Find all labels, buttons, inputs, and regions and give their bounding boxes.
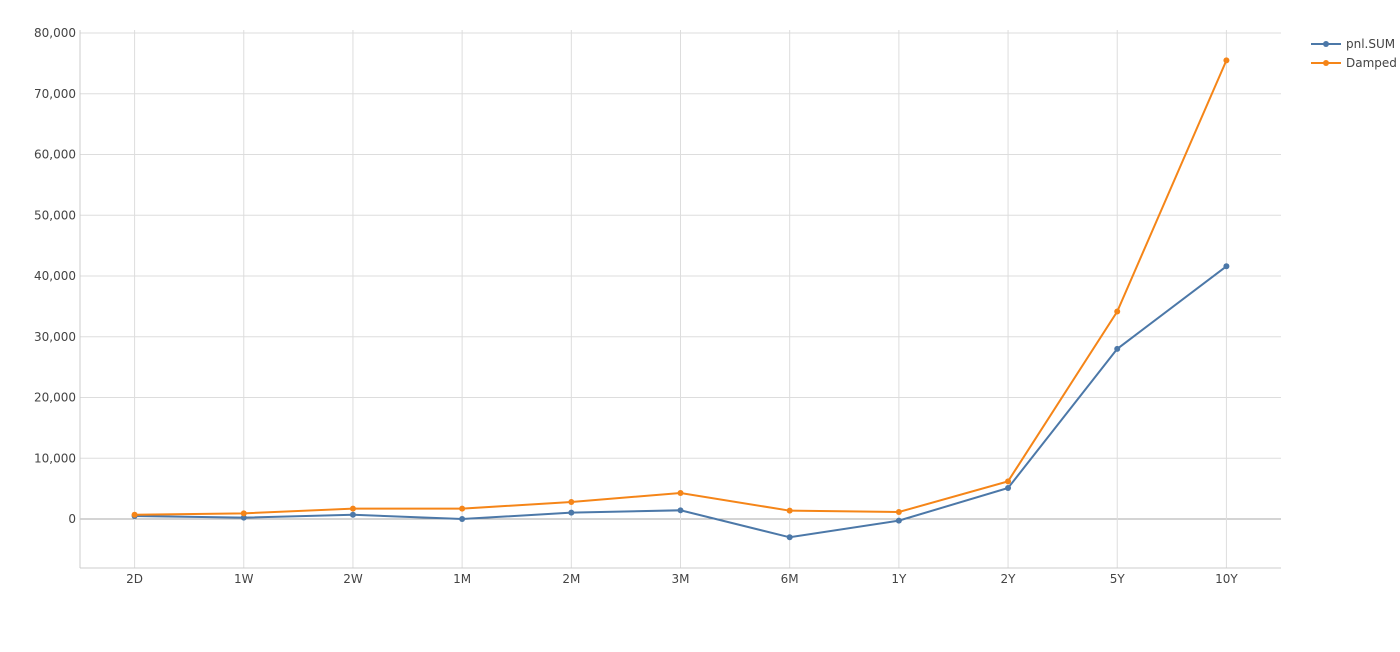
legend-marker	[1323, 41, 1329, 47]
data-point	[459, 505, 466, 512]
data-point	[349, 505, 356, 512]
x-tick-label: 2M	[562, 572, 580, 586]
data-point	[1223, 263, 1230, 270]
data-point	[1223, 57, 1230, 64]
x-tick-label: 10Y	[1215, 572, 1238, 586]
series-damped	[131, 57, 1230, 518]
data-point	[677, 507, 684, 514]
data-point	[459, 516, 466, 522]
y-tick-label: 50,000	[34, 208, 76, 222]
x-tick-label: 5Y	[1110, 572, 1126, 586]
legend-label: Damped	[1346, 56, 1397, 70]
x-tick-label: 1M	[453, 572, 471, 586]
y-tick-label: 20,000	[34, 391, 76, 405]
data-point	[786, 534, 793, 541]
x-tick-label: 3M	[672, 572, 690, 586]
data-point	[568, 498, 575, 505]
data-point	[349, 511, 356, 518]
y-tick-label: 0	[68, 512, 76, 526]
x-tick-label: 2Y	[1001, 572, 1017, 586]
data-point	[1005, 478, 1012, 485]
y-tick-label: 10,000	[34, 451, 76, 465]
series-pnl-sum	[131, 263, 1230, 541]
data-point	[240, 510, 247, 517]
data-point	[895, 509, 902, 516]
y-tick-label: 80,000	[34, 26, 76, 40]
legend-item: pnl.SUM	[1311, 37, 1395, 51]
y-tick-label: 30,000	[34, 330, 76, 344]
y-tick-label: 40,000	[34, 269, 76, 283]
data-point	[131, 511, 138, 518]
data-point	[568, 509, 575, 516]
x-tick-label: 6M	[781, 572, 799, 586]
data-point	[677, 489, 684, 496]
x-tick-label: 1W	[234, 572, 254, 586]
data-point	[786, 507, 793, 514]
data-point	[1114, 308, 1121, 315]
y-tick-label: 60,000	[34, 148, 76, 162]
data-point	[240, 514, 247, 521]
y-tick-label: 70,000	[34, 87, 76, 101]
legend-item: Damped	[1311, 56, 1397, 70]
data-point	[1005, 485, 1012, 492]
legend-label: pnl.SUM	[1346, 37, 1395, 51]
x-tick-label: 1Y	[891, 572, 907, 586]
x-tick-label: 2D	[126, 572, 143, 586]
x-tick-label: 2W	[343, 572, 363, 586]
legend-marker	[1323, 60, 1329, 66]
data-point	[1114, 345, 1121, 352]
data-point	[895, 517, 902, 524]
